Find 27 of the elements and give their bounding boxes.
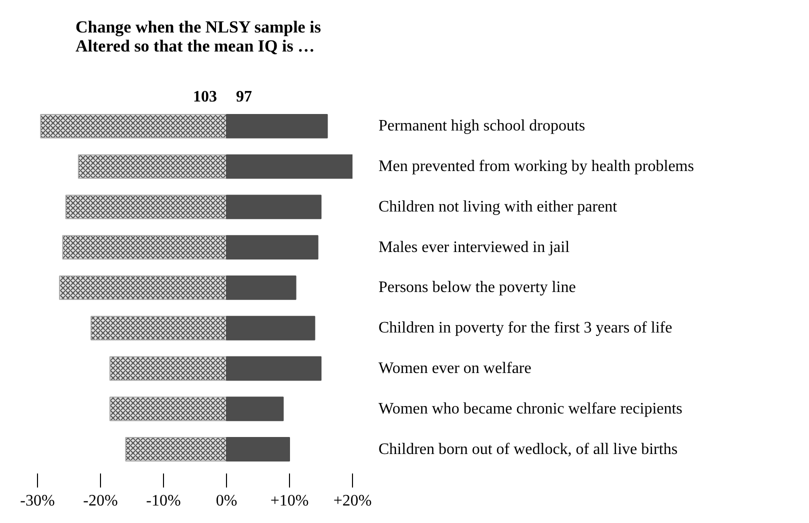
y-tick-label: Children not living with either parent: [378, 198, 618, 216]
x-tick-label: +20%: [333, 492, 372, 510]
bar: [226, 276, 296, 300]
y-tick-label: Males ever interviewed in jail: [378, 238, 570, 256]
bar: [226, 356, 322, 381]
y-tick-label: Children born out of wedlock, of all live births: [378, 440, 678, 458]
y-tick-label: Persons below the poverty line: [378, 279, 576, 296]
bar: [226, 316, 316, 340]
x-tick-label: -10%: [146, 492, 181, 510]
bar: [226, 154, 352, 179]
chart-title: Change when the NLSY sample is Altered so that the mean IQ is …: [76, 18, 322, 56]
x-tick-label: 0%: [216, 492, 238, 510]
y-tick-label: Women ever on welfare: [378, 360, 532, 377]
x-tick-label: +10%: [270, 492, 309, 510]
y-tick-label: Women who became chronic welfare recipients: [378, 400, 682, 418]
series-label: 97: [236, 88, 252, 106]
bar: [226, 235, 318, 260]
series-label: 103: [193, 88, 218, 106]
bar: [226, 396, 284, 422]
bar: [226, 437, 290, 462]
x-tick-label: -20%: [83, 492, 118, 510]
y-tick-label: Permanent high school dropouts: [378, 118, 586, 135]
bar: [226, 194, 322, 220]
y-tick-label: Children in poverty for the first 3 years of life: [378, 320, 672, 337]
x-tick-label: -30%: [20, 492, 55, 510]
y-tick-label: Men prevented from working by health problems: [378, 158, 694, 176]
bar: [226, 114, 328, 138]
